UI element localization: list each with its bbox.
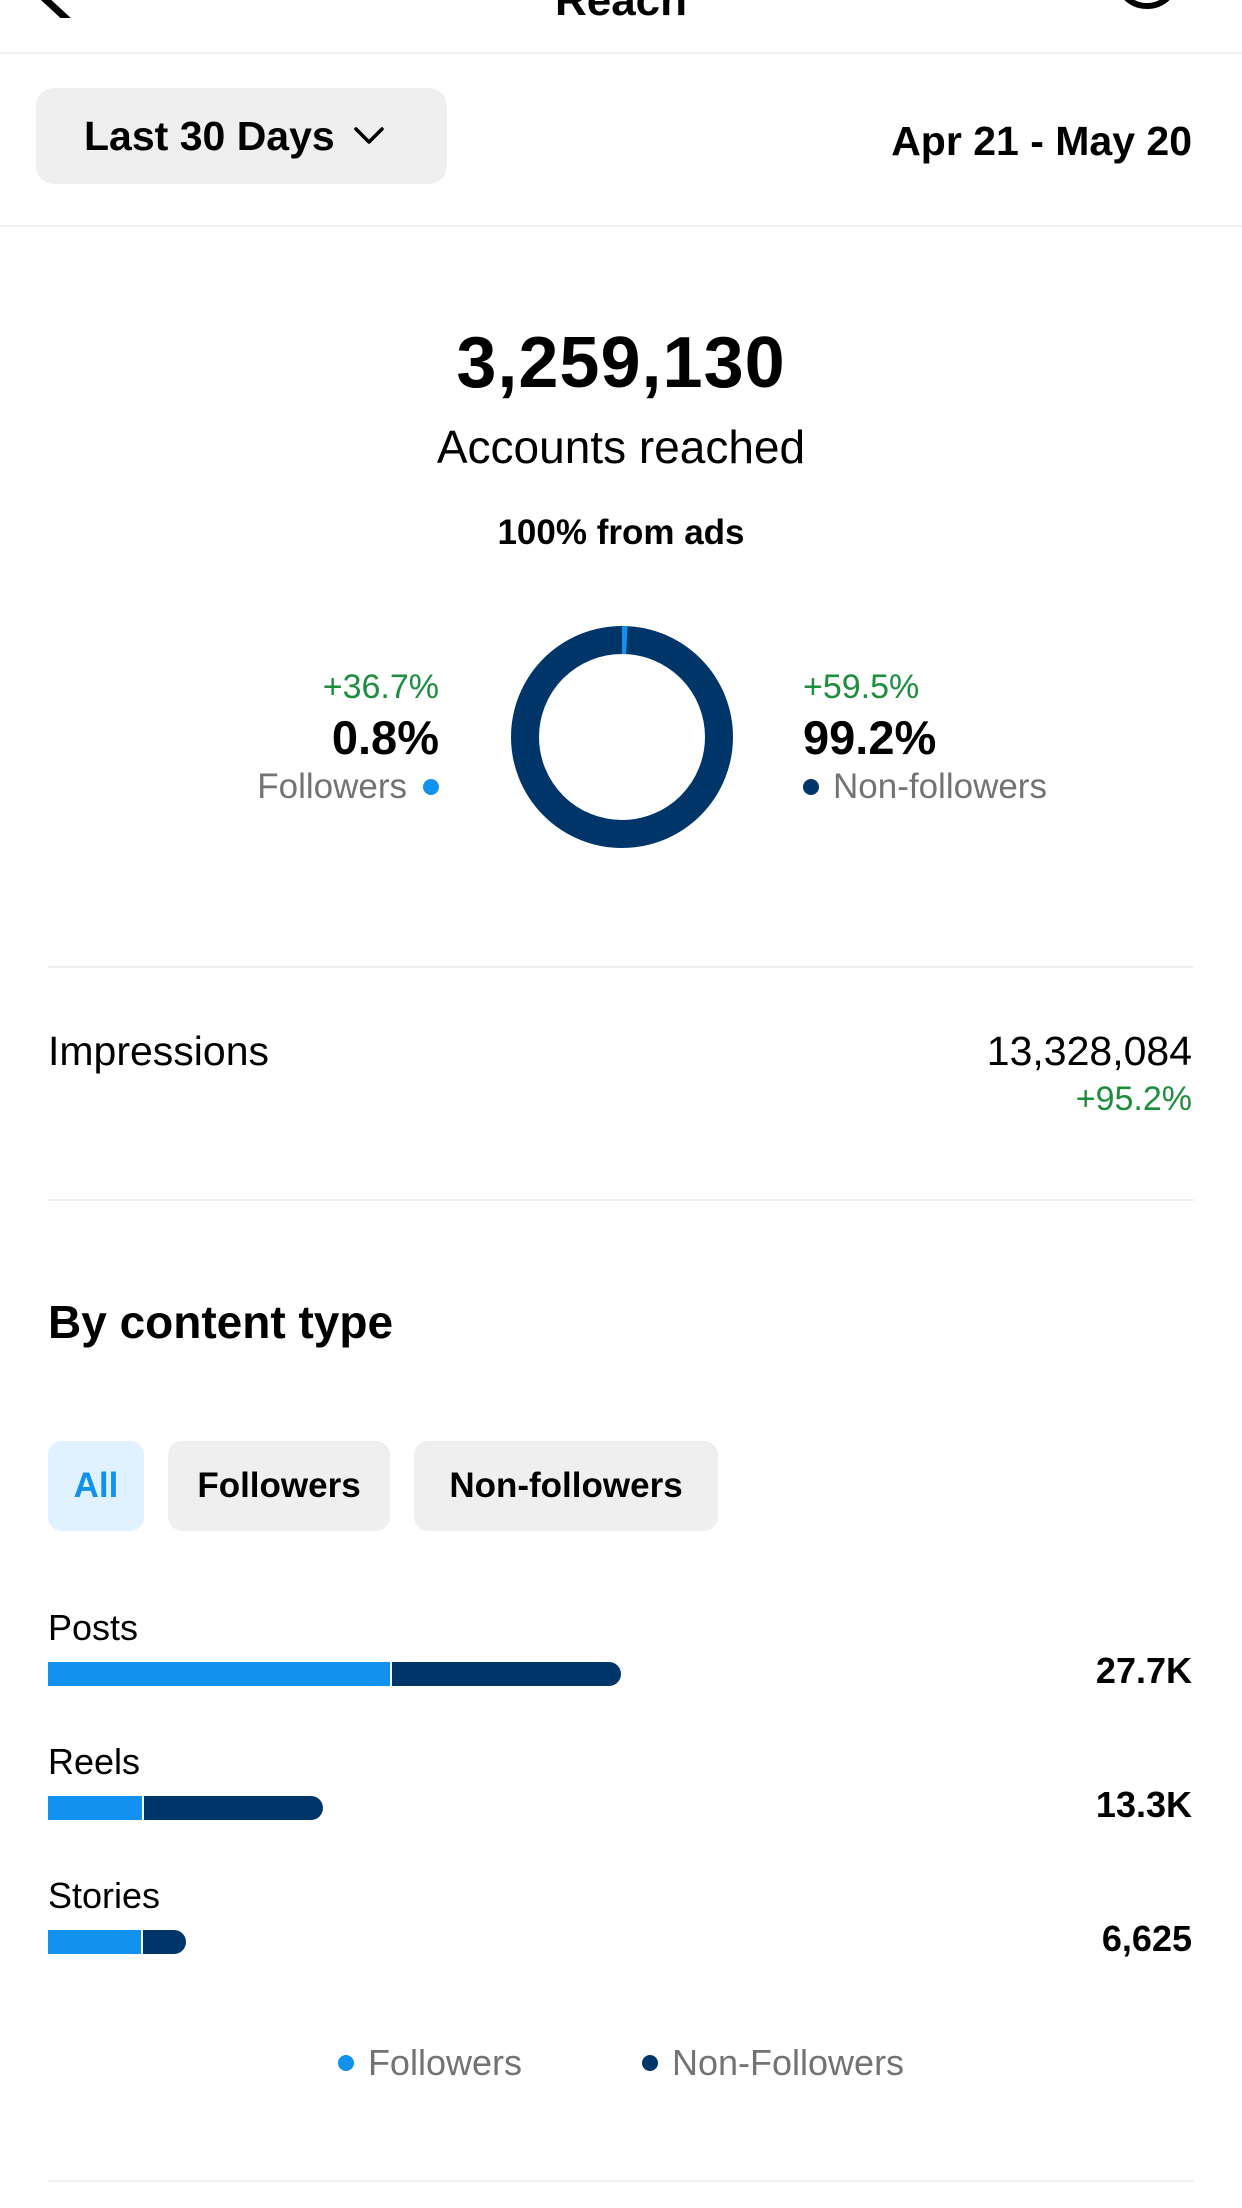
bar-non-followers-segment bbox=[142, 1930, 186, 1954]
content-row-value: 6,625 bbox=[1101, 1918, 1192, 1959]
reach-donut-chart bbox=[511, 626, 733, 848]
legend-item-followers: Followers bbox=[337, 2042, 522, 2084]
followers-change: +36.7% bbox=[322, 668, 439, 706]
non-followers-change: +59.5% bbox=[803, 668, 920, 706]
divider bbox=[0, 225, 1242, 227]
bar-followers-segment bbox=[48, 1796, 143, 1820]
content-row-bar bbox=[48, 1662, 621, 1686]
date-range-dropdown[interactable]: Last 30 Days bbox=[36, 88, 447, 184]
accounts-reached-label: Accounts reached bbox=[436, 421, 806, 473]
chevron-left-icon[interactable] bbox=[30, 0, 90, 18]
non-followers-percent: 99.2% bbox=[803, 711, 937, 764]
followers-dot-icon bbox=[337, 2055, 354, 2071]
followers-percent: 0.8% bbox=[331, 711, 439, 764]
donut-followers-arc bbox=[511, 626, 733, 848]
impressions-value: 13,328,084 bbox=[986, 1028, 1192, 1074]
legend-label: Non-Followers bbox=[671, 2042, 905, 2083]
date-range-text: Apr 21 - May 20 bbox=[891, 118, 1192, 164]
content-row-value: 13.3K bbox=[1095, 1784, 1192, 1825]
divider bbox=[48, 966, 1194, 968]
bar-non-followers-segment bbox=[144, 1796, 324, 1820]
accounts-reached-count: 3,259,130 bbox=[456, 323, 786, 403]
tab-non-followers[interactable]: Non-followers bbox=[414, 1441, 718, 1531]
impressions-change: +95.2% bbox=[1075, 1080, 1192, 1118]
impressions-label: Impressions bbox=[48, 1028, 270, 1074]
content-row-value: 27.7K bbox=[1095, 1650, 1192, 1691]
ads-note: 100% from ads bbox=[497, 513, 745, 552]
content-row-label: Reels bbox=[48, 1741, 141, 1782]
legend-label: Followers bbox=[367, 2042, 522, 2083]
followers-dot-icon bbox=[423, 779, 439, 795]
non-followers-legend-label: Non-followers bbox=[833, 767, 1047, 806]
chart-legend: Followers Non-Followers bbox=[0, 2042, 1242, 2084]
donut-non-followers-arc bbox=[511, 626, 733, 848]
content-row-label: Posts bbox=[48, 1607, 139, 1648]
followers-legend-label: Followers bbox=[257, 767, 407, 806]
chevron-down-icon bbox=[353, 127, 384, 144]
date-range-dropdown-label: Last 30 Days bbox=[84, 112, 335, 159]
content-row-label: Stories bbox=[48, 1875, 161, 1916]
content-row-bar bbox=[48, 1930, 186, 1954]
content-row-bar bbox=[48, 1796, 324, 1820]
bar-followers-segment bbox=[48, 1662, 390, 1686]
legend-item-non-followers: Non-Followers bbox=[641, 2042, 905, 2084]
page-title: Reach bbox=[554, 0, 688, 25]
tab-all[interactable]: All bbox=[48, 1441, 144, 1531]
divider bbox=[48, 2180, 1194, 2182]
top-nav: Reach bbox=[0, 0, 1242, 54]
section-heading: By content type bbox=[48, 1296, 394, 1348]
divider bbox=[48, 1199, 1194, 1201]
non-followers-legend: Non-followers bbox=[803, 767, 1047, 807]
tab-followers[interactable]: Followers bbox=[168, 1441, 390, 1531]
bar-followers-segment bbox=[48, 1930, 141, 1954]
non-followers-dot-icon bbox=[803, 779, 819, 795]
non-followers-dot-icon bbox=[641, 2055, 658, 2071]
bar-non-followers-segment bbox=[391, 1662, 621, 1686]
followers-legend: Followers bbox=[257, 767, 439, 807]
info-icon[interactable] bbox=[1112, 0, 1182, 24]
